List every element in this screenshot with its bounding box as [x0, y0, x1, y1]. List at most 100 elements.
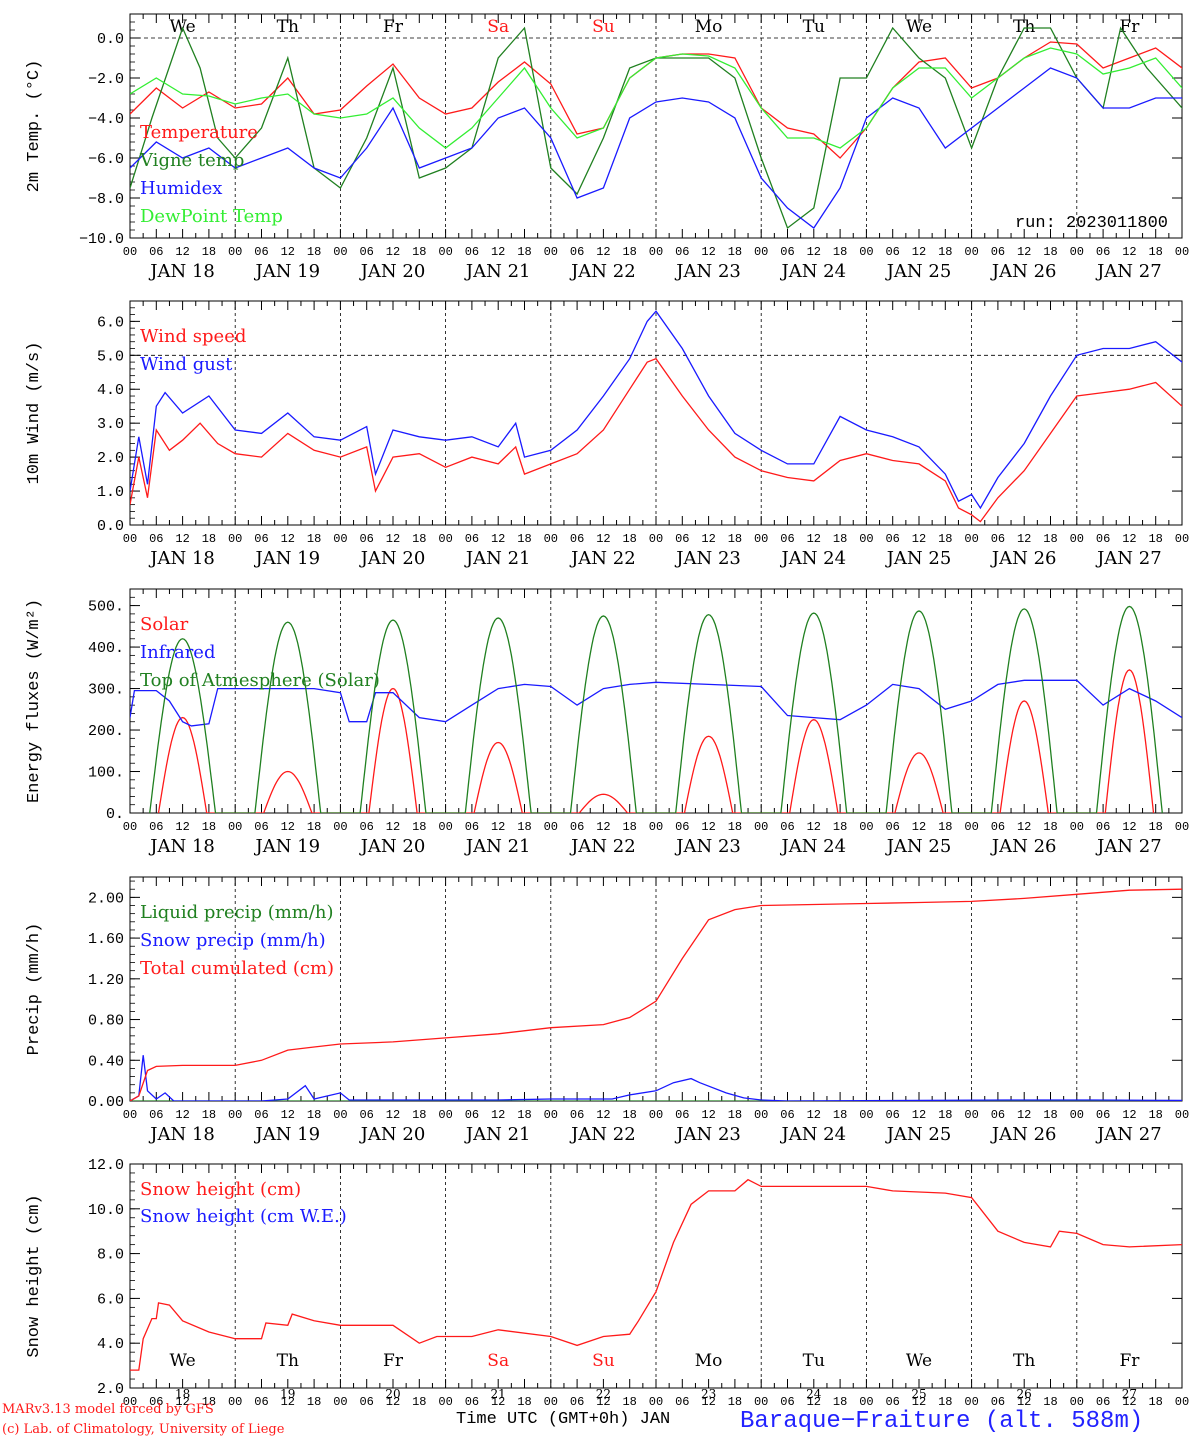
x-hour-label: 18	[307, 1395, 321, 1409]
series-group	[130, 310, 1182, 523]
y-tick-label: −6.0	[88, 151, 124, 168]
x-hour-label: 00	[544, 820, 558, 834]
x-hour-label: 12	[175, 820, 189, 834]
x-date-label: JAN 26	[990, 1124, 1057, 1145]
x-hour-label: 06	[465, 1395, 479, 1409]
y-tick-label: 2.0	[97, 1381, 124, 1398]
y-tick-label: 0.0	[97, 518, 124, 535]
weekday-label: Tu	[803, 1351, 825, 1371]
x-hour-label: 12	[596, 820, 610, 834]
x-hour-label: 18	[412, 245, 426, 259]
y-tick-label: 4.0	[97, 1336, 124, 1353]
x-hour-label: 06	[1096, 1395, 1110, 1409]
y-tick-label: −8.0	[88, 191, 124, 208]
y-tick-label: 100.	[88, 765, 124, 782]
x-hour-label: 00	[438, 1108, 452, 1122]
x-hour-label: 12	[1122, 820, 1136, 834]
x-date-label: JAN 23	[674, 836, 741, 857]
x-hour-label: 18	[938, 1395, 952, 1409]
x-date-label: JAN 27	[1095, 548, 1162, 569]
weekday-label: Fr	[383, 17, 404, 37]
x-hour-label: 12	[807, 245, 821, 259]
x-date-label: JAN 22	[569, 261, 636, 282]
x-hour-label: 06	[465, 245, 479, 259]
x-hour-label: 18	[833, 245, 847, 259]
panel-1: 0.0 −2.0 −4.0 −6.0 −8.0 −10.0 2m Temp. (°C) 00 0…	[25, 13, 1189, 282]
x-hour-label: 00	[333, 820, 347, 834]
y-tick-label: 200.	[88, 723, 124, 740]
x-hour-label: 06	[885, 245, 899, 259]
x-hour-label: 18	[833, 1395, 847, 1409]
x-hour-label: 06	[885, 1108, 899, 1122]
weekday-label: We	[170, 1351, 196, 1371]
x-hour-label: 00	[859, 1108, 873, 1122]
x-hour-label: 12	[701, 1108, 715, 1122]
x-date-label: JAN 18	[148, 261, 215, 282]
x-date-label: JAN 26	[990, 548, 1057, 569]
legend-entry: Infrared	[140, 642, 215, 663]
weekday-label: Sa	[487, 17, 509, 37]
x-hour-label: 00	[964, 1108, 978, 1122]
series-line	[130, 357, 1182, 523]
x-hour-label: 06	[675, 245, 689, 259]
y-tick-label: 4.0	[97, 382, 124, 399]
x-hour-label: 06	[359, 1108, 373, 1122]
legend-entry: Vigne temp	[139, 150, 244, 171]
panel-3: 0. 100. 200. 300. 400. 500. Energy fluxes (W/m…	[25, 588, 1189, 857]
x-hour-label: 12	[807, 820, 821, 834]
x-hour-label: 00	[859, 820, 873, 834]
x-hour-label: 18	[412, 532, 426, 546]
x-hour-label: 12	[1122, 245, 1136, 259]
x-hour-label: 18	[202, 1395, 216, 1409]
x-date-label: JAN 25	[885, 261, 952, 282]
series-group	[130, 26, 1182, 230]
x-hour-label: 06	[465, 532, 479, 546]
x-hour-label: 00	[1175, 245, 1189, 259]
x-hour-label: 18	[622, 1108, 636, 1122]
x-hour-label: 06	[570, 1108, 584, 1122]
x-date-label: JAN 18	[148, 836, 215, 857]
x-hour-label: 06	[991, 1395, 1005, 1409]
x-hour-label: 00	[1070, 245, 1084, 259]
series-line	[149, 605, 1163, 813]
x-hour-label: 06	[780, 1108, 794, 1122]
y-axis-label: Precip (mm/h)	[25, 923, 44, 1056]
y-tick-label: 0.40	[88, 1053, 124, 1070]
x-hour-label: 18	[833, 820, 847, 834]
x-hour-label: 00	[754, 1395, 768, 1409]
y-tick-label: 0.00	[88, 1094, 124, 1111]
x-hour-label: 12	[596, 1108, 610, 1122]
x-hour-label: 18	[1043, 1108, 1057, 1122]
legend-entry: Total cumulated (cm)	[140, 958, 334, 979]
x-hour-label: 06	[465, 1108, 479, 1122]
y-tick-label: 2.00	[88, 890, 124, 907]
x-hour-label: 00	[1070, 1395, 1084, 1409]
x-hour-label: 00	[333, 532, 347, 546]
x-hour-label: 12	[1017, 245, 1031, 259]
legend-entry: Wind gust	[140, 354, 233, 375]
x-hour-label: 06	[1096, 532, 1110, 546]
plot-frame	[129, 13, 1183, 239]
legend-entry: Liquid precip (mm/h)	[140, 902, 334, 923]
x-hour-label: 06	[359, 820, 373, 834]
x-date-label: JAN 21	[464, 836, 531, 857]
x-hour-label: 06	[780, 532, 794, 546]
legend-entry: Snow precip (mm/h)	[140, 930, 326, 951]
x-hour-label: 12	[491, 1108, 505, 1122]
x-hour-label: 00	[1175, 1108, 1189, 1122]
y-tick-label: 1.20	[88, 972, 124, 989]
x-hour-label: 00	[438, 1395, 452, 1409]
x-date-label: JAN 19	[254, 1124, 321, 1145]
x-hour-label: 00	[544, 1395, 558, 1409]
legend-entry: Snow height (cm)	[140, 1179, 301, 1200]
x-hour-label: 12	[807, 532, 821, 546]
weekday-label: Th	[277, 17, 299, 37]
x-hour-label: 12	[491, 532, 505, 546]
day-number-label: 27	[1122, 1387, 1137, 1401]
x-hour-label: 12	[1017, 532, 1031, 546]
x-hour-label: 12	[491, 820, 505, 834]
y-tick-label: 500.	[88, 599, 124, 616]
x-hour-label: 18	[517, 1395, 531, 1409]
weekday-label: Mo	[695, 17, 723, 37]
x-hour-label: 18	[307, 820, 321, 834]
